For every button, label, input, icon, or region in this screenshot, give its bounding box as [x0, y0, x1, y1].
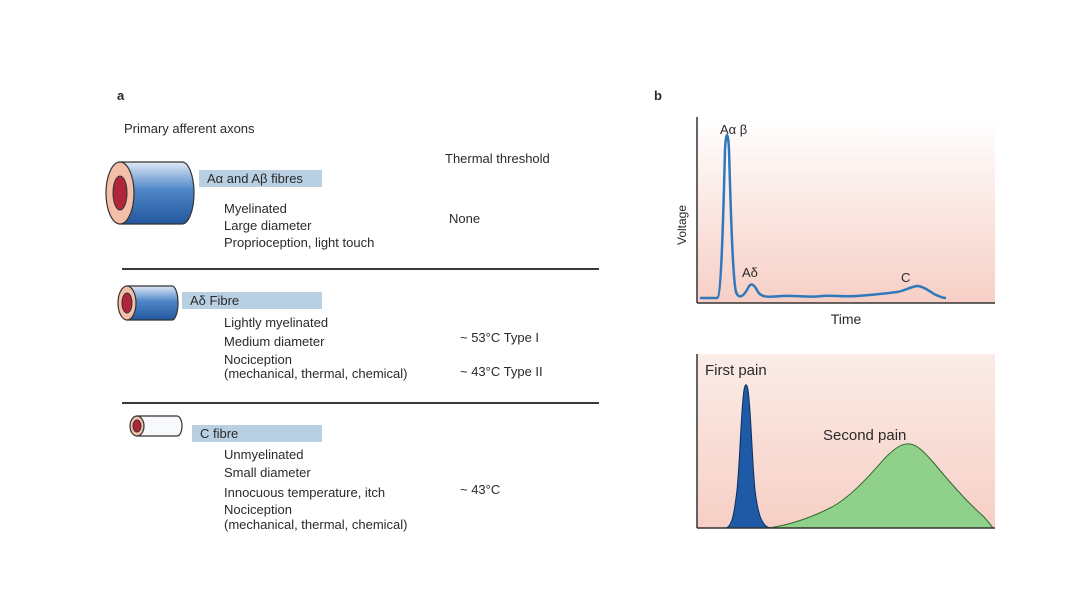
panel-a-letter: a — [117, 88, 125, 103]
fibre-label-a-delta: Aδ Fibre — [182, 292, 322, 309]
small-fibre-cylinder-icon — [129, 415, 183, 437]
property-text: Myelinated — [224, 201, 287, 216]
plot-background — [697, 117, 995, 303]
peak-label-c: C — [901, 270, 910, 285]
threshold-a-delta-type-1: ~ 53°C Type I — [460, 330, 540, 345]
pain-sensation-plot: First pain Second pain — [696, 354, 995, 529]
property-text: Lightly myelinated — [224, 315, 329, 330]
medium-fibre-cylinder-icon — [117, 285, 179, 321]
fibre-properties-a-delta: Lightly myelinated Medium diameter Nocic… — [224, 314, 408, 382]
property-text: Medium diameter — [224, 334, 325, 349]
first-pain-label: First pain — [705, 362, 767, 379]
threshold-c: ~ 43°C — [460, 482, 501, 497]
property-text: Proprioception, light touch — [224, 235, 375, 250]
fibre-properties-a-alpha-beta: Myelinated Large diameter Proprioception… — [224, 200, 374, 251]
large-fibre-cylinder-icon — [105, 161, 195, 225]
x-axis-label: Time — [831, 311, 862, 327]
second-pain-label: Second pain — [823, 427, 906, 444]
voltage-trace — [700, 133, 947, 300]
y-axis-label: Voltage — [675, 205, 689, 245]
property-text: Nociception — [224, 502, 292, 517]
property-text: (mechanical, thermal, chemical) — [224, 517, 408, 532]
thermal-threshold-heading: Thermal threshold — [445, 151, 550, 166]
peak-label-a-alpha-beta: Aα β — [720, 122, 747, 137]
fibre-label-a-alpha-beta: Aα and Aβ fibres — [199, 170, 322, 187]
compound-action-potential-plot: Aα β Aδ C Voltage Time — [675, 117, 995, 327]
first-pain-curve — [725, 384, 771, 529]
property-text: Large diameter — [224, 218, 312, 233]
property-text: Innocuous temperature, itch — [224, 485, 386, 500]
panel-b-letter: b — [654, 88, 662, 103]
separator-line — [122, 402, 599, 404]
panel-a-heading: Primary afferent axons — [124, 121, 255, 136]
threshold-a-delta-type-2: ~ 43°C Type II — [460, 364, 543, 379]
property-text: (mechanical, thermal, chemical) — [224, 366, 408, 381]
peak-label-a-delta: Aδ — [742, 265, 758, 280]
property-text: Nociception — [224, 352, 292, 367]
separator-line — [122, 268, 599, 270]
property-text: Unmyelinated — [224, 447, 304, 462]
threshold-a-alpha-beta: None — [449, 211, 481, 226]
fibre-label-c: C fibre — [192, 425, 322, 442]
second-pain-curve — [767, 443, 995, 529]
fibre-properties-c: Unmyelinated Small diameter Innocuous te… — [224, 446, 408, 533]
property-text: Small diameter — [224, 465, 311, 480]
